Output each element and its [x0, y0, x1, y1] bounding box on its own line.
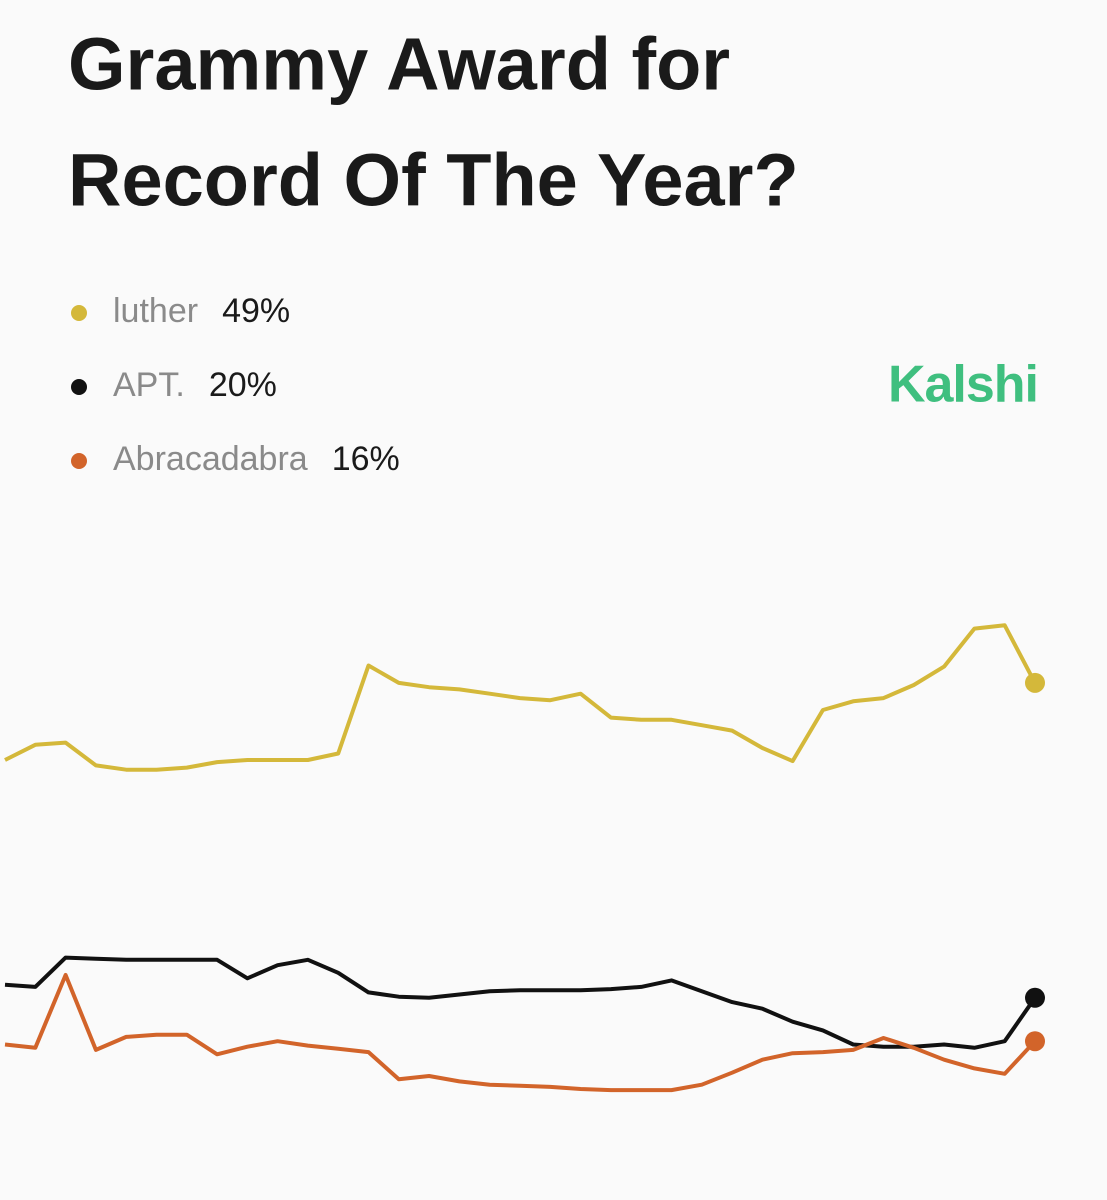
legend-label: luther	[113, 292, 198, 330]
end-point	[1025, 672, 1045, 693]
series-line	[4, 973, 1037, 1093]
end-point	[1025, 1031, 1045, 1052]
legend-label: APT.	[113, 366, 185, 404]
series-line	[4, 623, 1037, 772]
legend-value: 16%	[332, 440, 400, 478]
brand-logo: Kalshi	[888, 356, 1038, 414]
legend-value: 49%	[222, 292, 290, 330]
legend-marker	[71, 453, 87, 469]
chart-title: Grammy Award for	[68, 23, 730, 106]
legend-marker	[71, 305, 87, 321]
chart-title: Record Of The Year?	[68, 139, 799, 222]
legend-label: Abracadabra	[113, 440, 308, 478]
legend-marker	[71, 379, 87, 395]
legend-value: 20%	[209, 366, 277, 404]
end-point	[1025, 987, 1045, 1008]
